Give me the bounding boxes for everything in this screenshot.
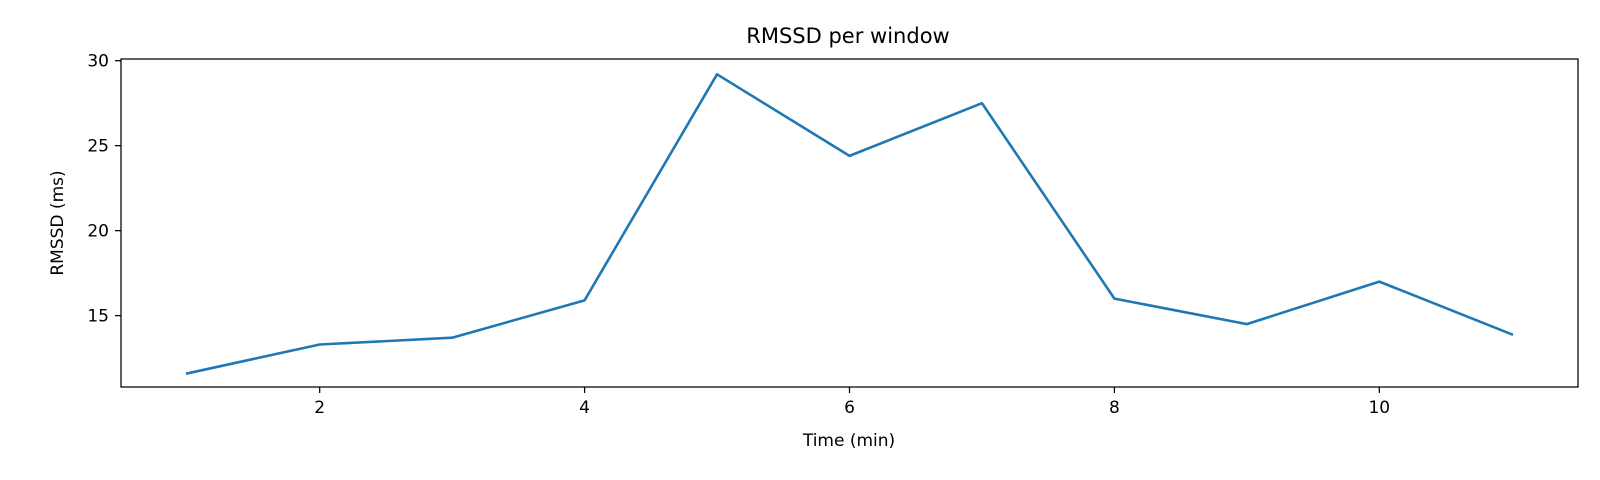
y-tick-label: 30 — [87, 52, 109, 72]
y-tick-label: 15 — [87, 307, 109, 327]
x-tick-label: 4 — [579, 398, 590, 418]
x-tick-label: 10 — [1368, 398, 1390, 418]
series-layer — [185, 73, 1514, 375]
x-axis-ticks: 2 4 6 8 10 — [314, 387, 1390, 418]
y-axis-ticks: 15 20 25 30 — [87, 52, 121, 327]
x-tick-label: 8 — [1109, 398, 1120, 418]
y-tick-label: 25 — [87, 137, 109, 157]
chart-title: RMSSD per window — [746, 24, 949, 48]
x-axis-title: Time (min) — [802, 431, 895, 451]
series-line-0 — [185, 73, 1514, 375]
y-tick-label: 20 — [87, 222, 109, 242]
x-tick-label: 6 — [844, 398, 855, 418]
x-tick-label: 2 — [314, 398, 325, 418]
y-axis-title: RMSSD (ms) — [48, 170, 68, 275]
